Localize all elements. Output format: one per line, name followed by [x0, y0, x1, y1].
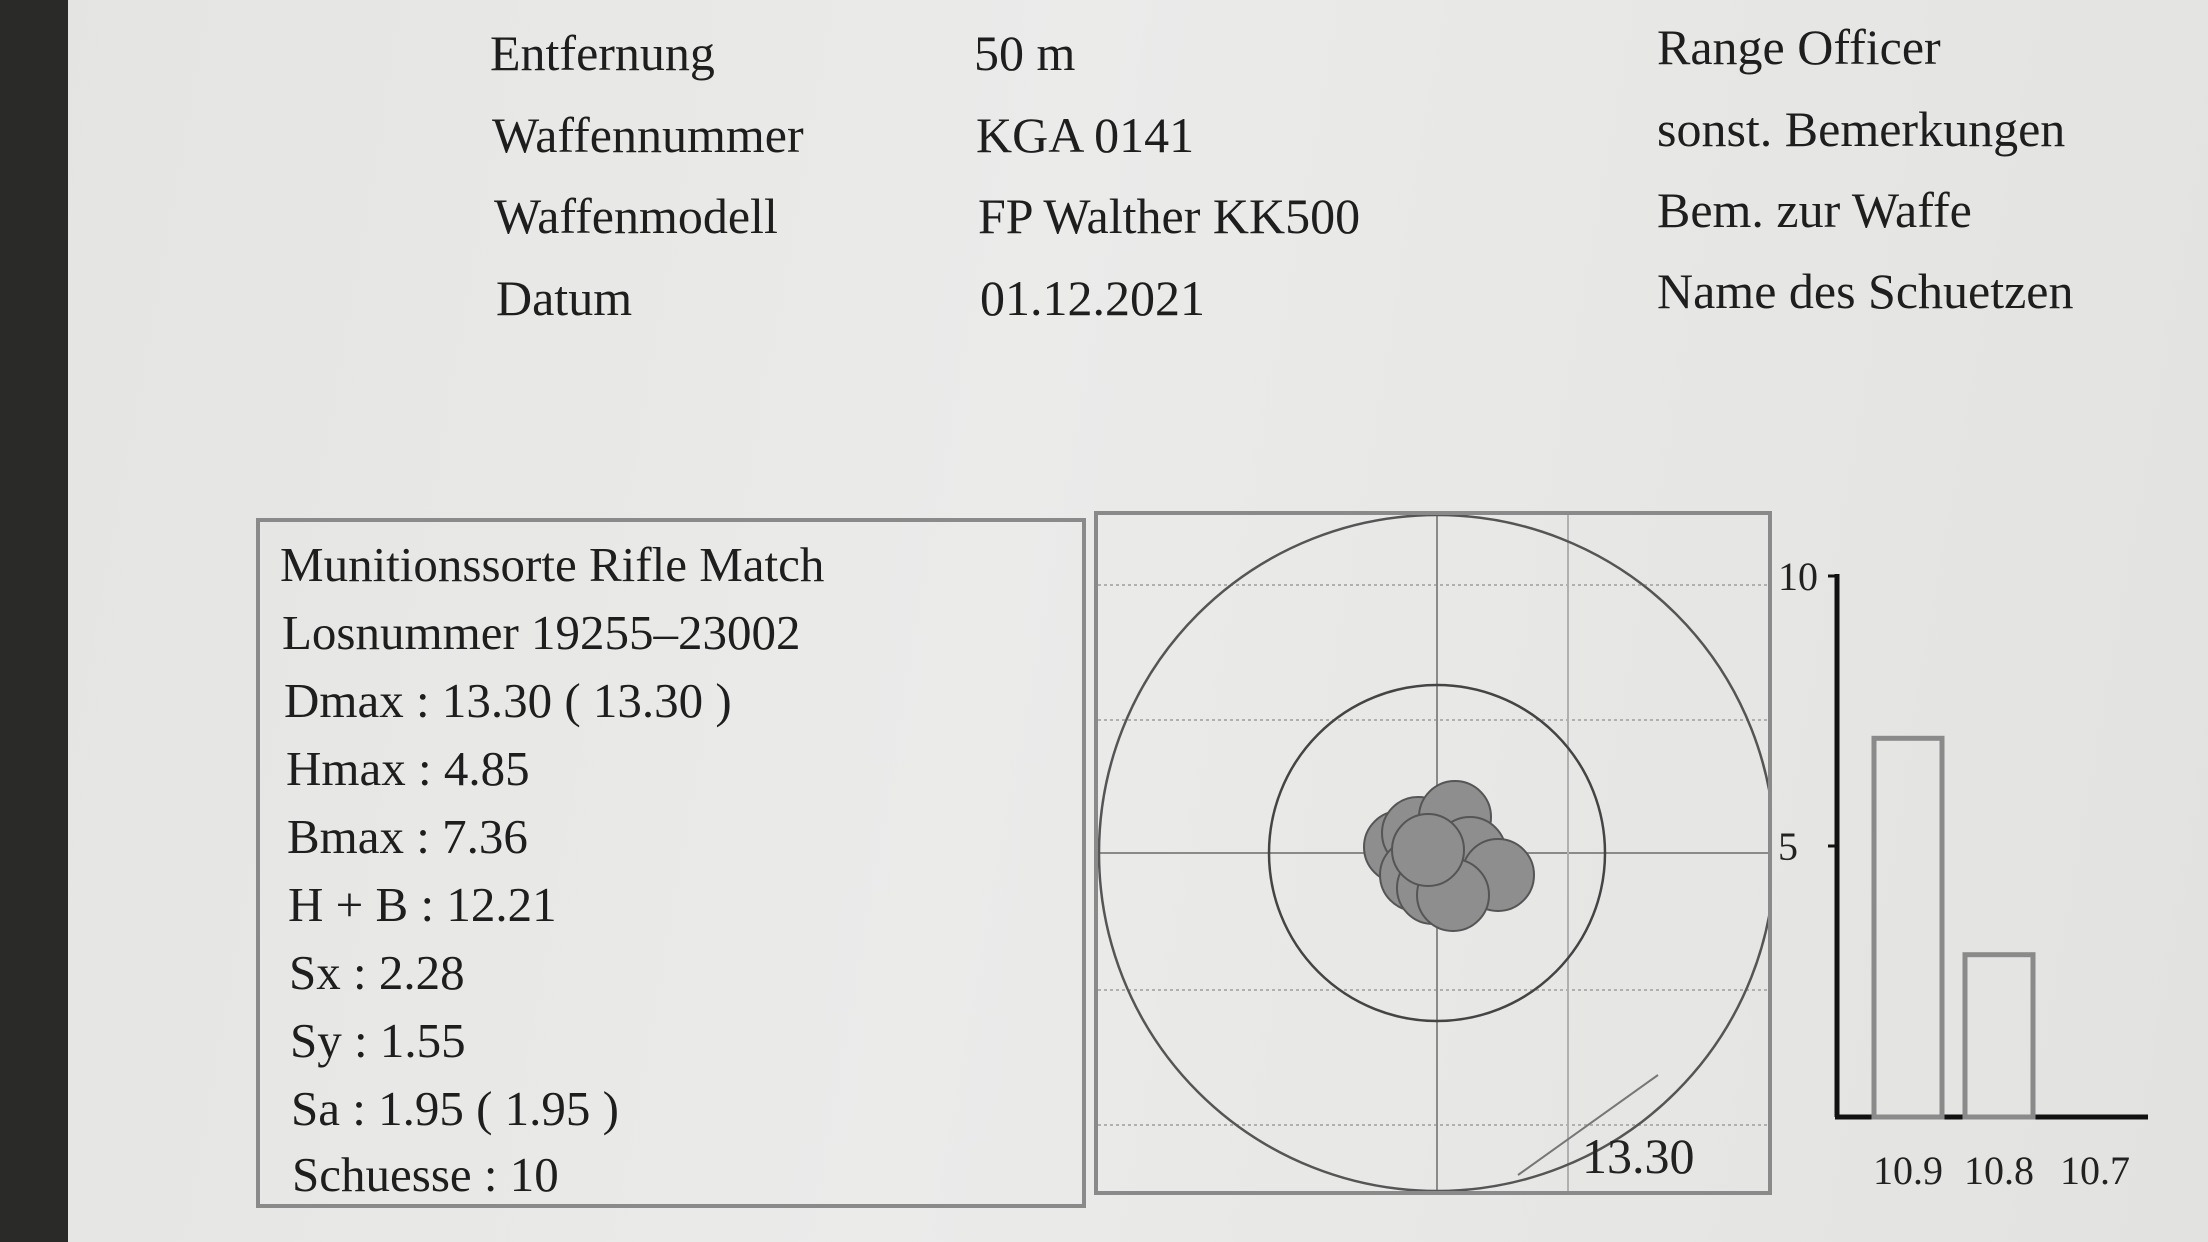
target-ring-inner	[1267, 683, 1607, 1023]
label-waffennummer: Waffennummer	[492, 107, 804, 163]
value-waffenmodell: FP Walther KK500	[978, 188, 1361, 244]
stats-panel: Munitionssorte Rifle Match Losnummer 192…	[256, 518, 1086, 1208]
y-tick-label-10: 10	[1778, 554, 1818, 599]
stat-hmax: Hmax : 4.85	[286, 741, 530, 796]
label-bemerkungen: sonst. Bemerkungen	[1657, 101, 2066, 157]
stat-h-plus-b: H + B : 12.21	[288, 877, 557, 932]
x-tick-label: 10.8	[1964, 1148, 2034, 1193]
histogram-bar-10.9	[1871, 735, 1945, 1120]
shot-group	[1363, 780, 1535, 932]
target-ring-outer	[1098, 515, 1768, 1191]
label-datum: Datum	[496, 270, 633, 326]
stat-dmax: Dmax : 13.30 ( 13.30 )	[284, 673, 732, 728]
stat-bmax: Bmax : 7.36	[287, 809, 528, 864]
stat-sa: Sa : 1.95 ( 1.95 )	[291, 1081, 619, 1136]
label-name-schuetzen: Name des Schuetzen	[1657, 263, 2074, 319]
histogram-bar-10.8	[1962, 952, 2036, 1120]
target-panel: 13.30	[1094, 511, 1772, 1195]
label-waffenmodell: Waffenmodell	[494, 188, 778, 244]
value-datum: 01.12.2021	[980, 270, 1205, 326]
stat-sx: Sx : 2.28	[289, 945, 465, 1000]
stat-schuesse: Schuesse : 10	[292, 1147, 559, 1202]
histogram-chart: 10 5 10.910.810.710.	[1778, 554, 2148, 1193]
label-entfernung: Entfernung	[490, 25, 715, 81]
stat-munitionssorte: Munitionssorte Rifle Match	[280, 537, 825, 592]
shot-hole	[1391, 813, 1465, 887]
stat-sy: Sy : 1.55	[290, 1013, 466, 1068]
target-gridlines	[1098, 584, 1768, 1126]
group-diameter-line	[1517, 1074, 1659, 1176]
stat-losnummer: Losnummer 19255–23002	[282, 605, 801, 660]
x-tick-label: 10.7	[2060, 1148, 2130, 1193]
x-tick-label: 10.9	[1873, 1148, 1943, 1193]
value-entfernung: 50 m	[974, 25, 1076, 81]
label-range-officer: Range Officer	[1657, 19, 1941, 75]
value-waffennummer: KGA 0141	[976, 107, 1195, 163]
label-bem-waffe: Bem. zur Waffe	[1657, 182, 1972, 238]
group-size-label: 13.30	[1582, 1128, 1695, 1184]
y-tick-label-5: 5	[1778, 824, 1798, 869]
photo-background-edge	[0, 0, 68, 1242]
